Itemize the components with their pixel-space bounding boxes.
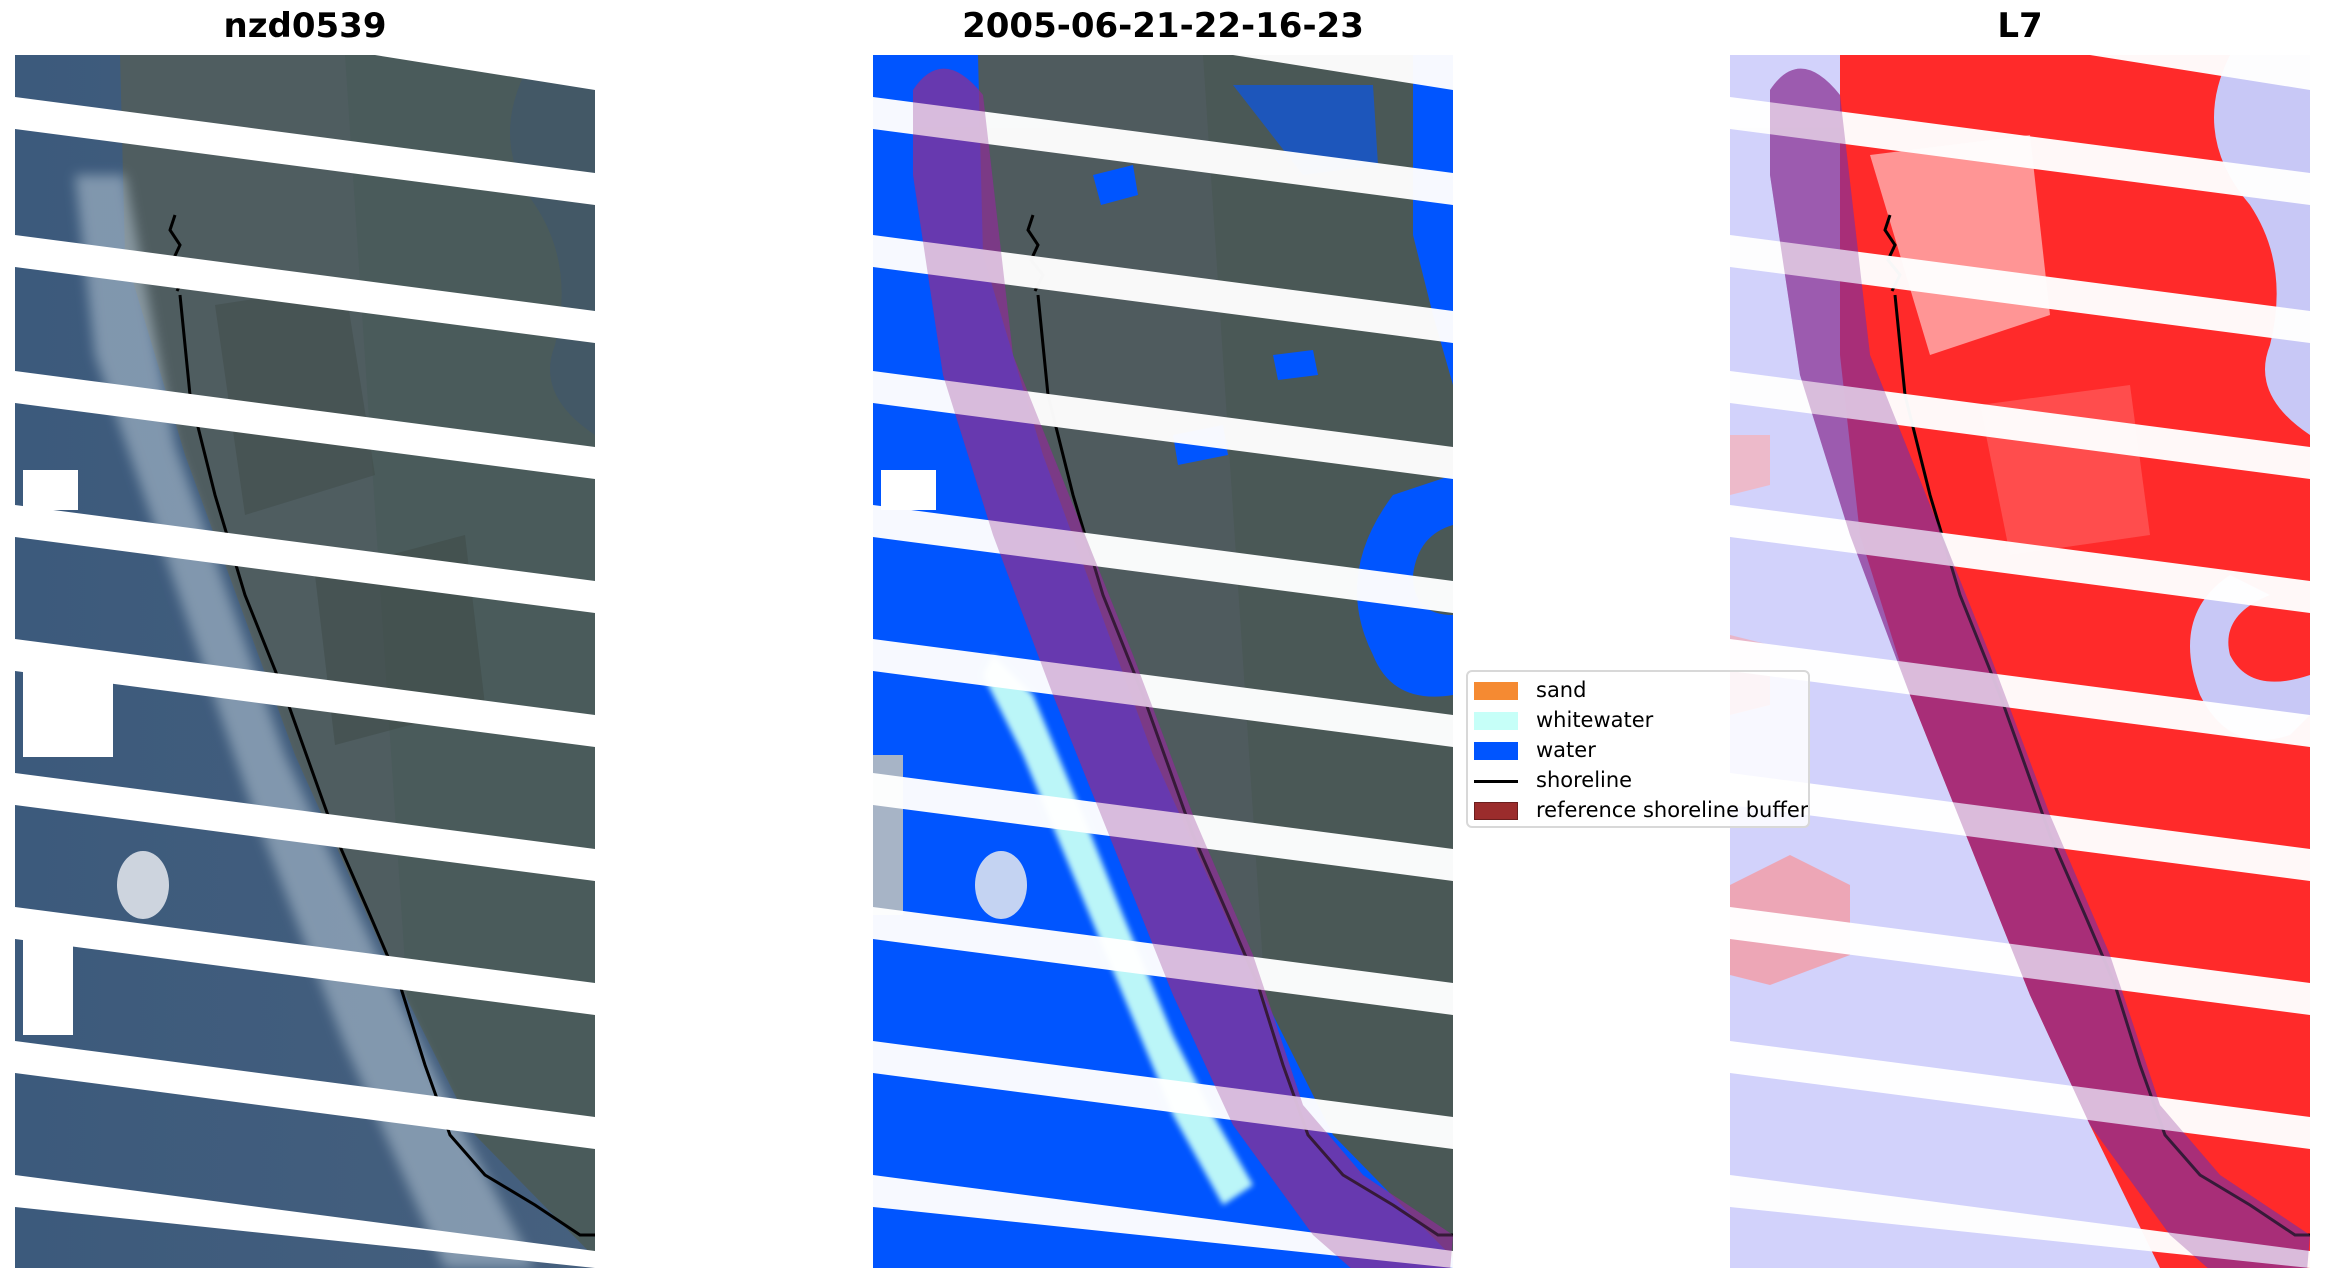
- whitewater-swatch: [1474, 712, 1518, 730]
- legend-label-whitewater: whitewater: [1536, 708, 1654, 732]
- legend-label-sand: sand: [1536, 678, 1587, 702]
- rgb-image-panel: [15, 55, 595, 1268]
- classification-panel: [873, 55, 1453, 1268]
- left-panel-title: nzd0539: [223, 6, 387, 46]
- reference-buffer-swatch: [1474, 802, 1518, 820]
- legend-label-shoreline: shoreline: [1536, 768, 1633, 792]
- water-swatch: [1474, 742, 1518, 760]
- index-panel: [1730, 55, 2310, 1268]
- legend-label-water: water: [1536, 738, 1596, 762]
- legend: sand whitewater water shoreline referenc…: [1466, 670, 1810, 828]
- legend-label-reference-buffer: reference shoreline buffer: [1536, 798, 1809, 822]
- classified-image: [873, 55, 1453, 1268]
- rgb-satellite-image: [15, 55, 595, 1268]
- shoreline-line-swatch: [1474, 780, 1518, 783]
- right-panel-title: L7: [1997, 6, 2043, 46]
- l7-index-image: [1730, 55, 2310, 1268]
- middle-panel-title: 2005-06-21-22-16-23: [962, 6, 1364, 46]
- sand-swatch: [1474, 682, 1518, 700]
